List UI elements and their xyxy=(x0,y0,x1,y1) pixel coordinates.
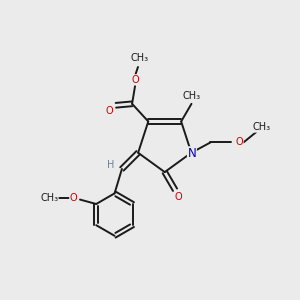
Text: O: O xyxy=(175,192,182,202)
Text: H: H xyxy=(107,160,114,170)
Text: O: O xyxy=(131,75,139,85)
Text: CH₃: CH₃ xyxy=(40,193,58,202)
Text: O: O xyxy=(236,137,243,147)
Text: O: O xyxy=(106,106,113,116)
Text: O: O xyxy=(70,193,77,202)
Text: N: N xyxy=(188,147,196,160)
Text: CH₃: CH₃ xyxy=(253,122,271,132)
Text: CH₃: CH₃ xyxy=(130,53,148,63)
Text: CH₃: CH₃ xyxy=(183,91,201,100)
